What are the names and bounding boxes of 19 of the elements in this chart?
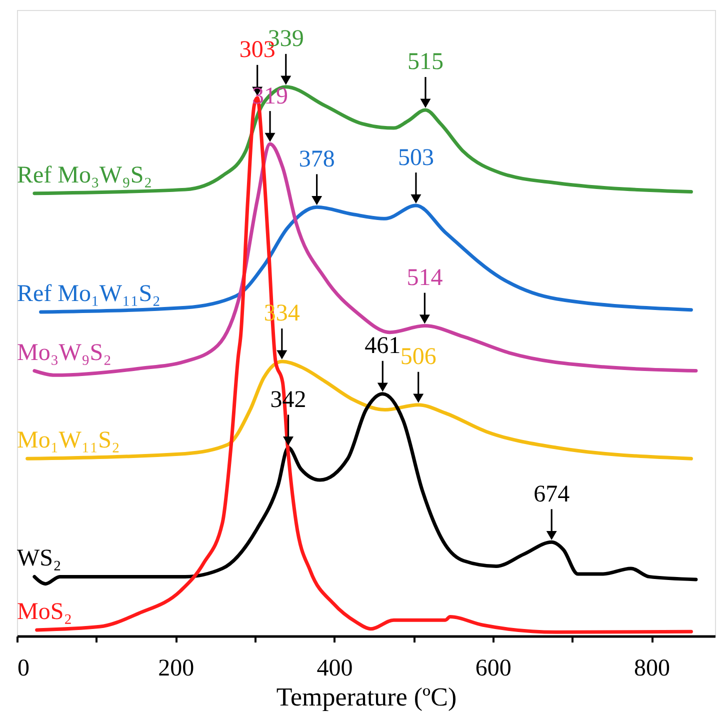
annotation: 461 — [364, 333, 401, 360]
annotation: 674 — [534, 481, 570, 508]
annotation: 378 — [298, 146, 335, 172]
series-label: WS₂ — [17, 546, 62, 572]
x-tick-label: 600 — [475, 656, 512, 682]
series-label: Mo₃W₉S₂ — [17, 340, 112, 366]
series-label: Mo₁W₁₁S₂ — [17, 428, 120, 454]
x-tick-label: 0 — [18, 656, 30, 682]
annotation: 503 — [398, 144, 434, 171]
series-label: MoS₂ — [17, 598, 72, 625]
x-tick-label: 400 — [316, 656, 353, 682]
annotation: 514 — [406, 265, 443, 292]
series-label: Ref Mo₃W₉S₂ — [17, 162, 152, 188]
x-tick-label: 800 — [634, 656, 670, 682]
annotation: 506 — [400, 344, 436, 370]
x-axis-title: Temperature (ºC) — [276, 682, 457, 712]
annotation: 515 — [407, 49, 444, 76]
series-label: Ref Mo₁W₁₁S₂ — [17, 281, 160, 308]
x-tick-label: 200 — [158, 656, 194, 682]
